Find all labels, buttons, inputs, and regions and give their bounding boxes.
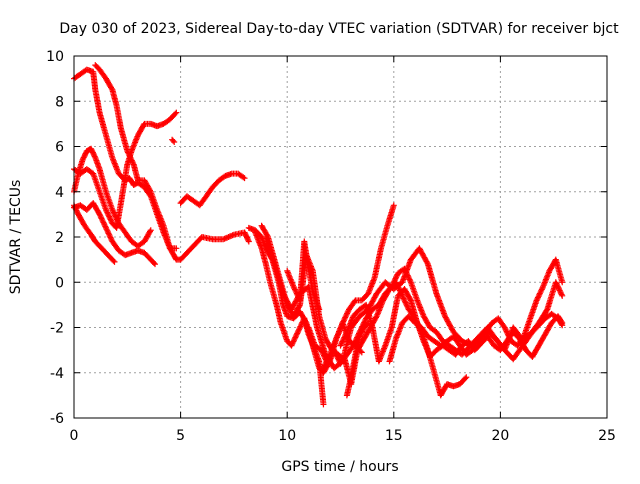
series-trace <box>71 145 154 250</box>
series-trace <box>92 62 252 263</box>
data-point <box>245 238 252 245</box>
data-point <box>320 365 327 372</box>
data-point <box>558 291 565 298</box>
series-trace <box>169 136 178 145</box>
y-tick-label: 6 <box>55 140 64 156</box>
x-tick-label: 5 <box>176 428 185 444</box>
data-point <box>173 245 180 252</box>
data-point <box>364 321 371 328</box>
data-point <box>110 209 117 216</box>
y-tick-label: 2 <box>55 230 64 246</box>
data-point <box>172 110 179 117</box>
data-point <box>147 187 153 194</box>
data-point <box>373 314 379 321</box>
data-point <box>108 85 115 92</box>
x-axis-label: GPS time / hours <box>281 459 398 475</box>
data-point <box>296 326 303 333</box>
data-point <box>557 288 564 295</box>
data-point <box>91 153 98 160</box>
data-point <box>559 322 566 329</box>
data-point <box>543 307 550 314</box>
data-point <box>102 223 109 230</box>
y-axis-label: SDTVAR / TECUs <box>8 180 24 295</box>
chart-title: Day 030 of 2023, Sidereal Day-to-day VTE… <box>59 21 619 37</box>
data-point <box>404 303 411 310</box>
data-point <box>171 138 178 145</box>
data-point <box>320 401 327 408</box>
data-point <box>559 279 566 286</box>
data-point <box>390 202 397 209</box>
x-tick-label: 25 <box>598 428 616 444</box>
data-point <box>105 230 112 237</box>
y-tick-label: 10 <box>46 49 64 65</box>
data-point <box>334 355 341 362</box>
data-point <box>559 292 566 299</box>
data-point <box>152 261 159 268</box>
x-tick-label: 10 <box>278 428 296 444</box>
series-trace <box>71 202 118 265</box>
data-point <box>147 227 154 234</box>
y-tick-label: -2 <box>50 321 64 337</box>
data-point <box>538 287 545 294</box>
data-point <box>147 228 153 235</box>
y-tick-label: 0 <box>55 275 64 291</box>
data-point <box>391 278 398 285</box>
y-tick-label: -4 <box>50 366 64 382</box>
series-trace <box>177 170 248 209</box>
data-point <box>463 374 470 381</box>
series-trace <box>71 109 180 231</box>
series-trace <box>343 319 372 399</box>
data-point <box>357 348 364 355</box>
data-point <box>173 109 180 116</box>
data-point <box>552 279 559 286</box>
data-point <box>110 257 117 264</box>
data-point <box>405 275 412 282</box>
data-point <box>316 306 323 313</box>
data-points <box>71 62 566 408</box>
data-point <box>111 258 118 265</box>
series-trace <box>71 200 159 268</box>
data-point <box>245 237 252 244</box>
data-point <box>358 349 365 356</box>
data-point <box>558 321 565 328</box>
data-point <box>150 260 157 266</box>
data-point <box>321 362 328 369</box>
data-point <box>365 319 372 326</box>
data-point <box>344 309 351 316</box>
data-point <box>554 282 561 288</box>
series-trace <box>386 256 566 365</box>
data-point <box>323 358 330 365</box>
data-point <box>296 303 303 310</box>
data-point <box>402 268 409 275</box>
axis-ticks: 0 5 10 15 20 25 -6 -4 -2 0 2 4 6 8 10 <box>46 49 616 444</box>
y-tick-label: 8 <box>55 94 64 110</box>
x-tick-label: 20 <box>491 428 509 444</box>
series-trace <box>284 238 323 313</box>
x-tick-label: 15 <box>385 428 403 444</box>
data-point <box>111 212 118 219</box>
data-point <box>424 259 431 266</box>
data-point <box>338 341 345 348</box>
data-point <box>241 175 248 182</box>
series-trace <box>320 320 365 372</box>
data-point <box>105 212 112 219</box>
data-point <box>462 375 469 382</box>
data-point <box>324 355 331 362</box>
data-point <box>170 137 177 144</box>
x-tick-label: 0 <box>70 428 79 444</box>
data-point <box>534 294 541 301</box>
y-tick-label: -6 <box>50 411 64 427</box>
data-point <box>240 174 247 181</box>
data-point <box>407 296 414 303</box>
data-point <box>339 338 346 345</box>
y-tick-label: 4 <box>55 185 64 201</box>
